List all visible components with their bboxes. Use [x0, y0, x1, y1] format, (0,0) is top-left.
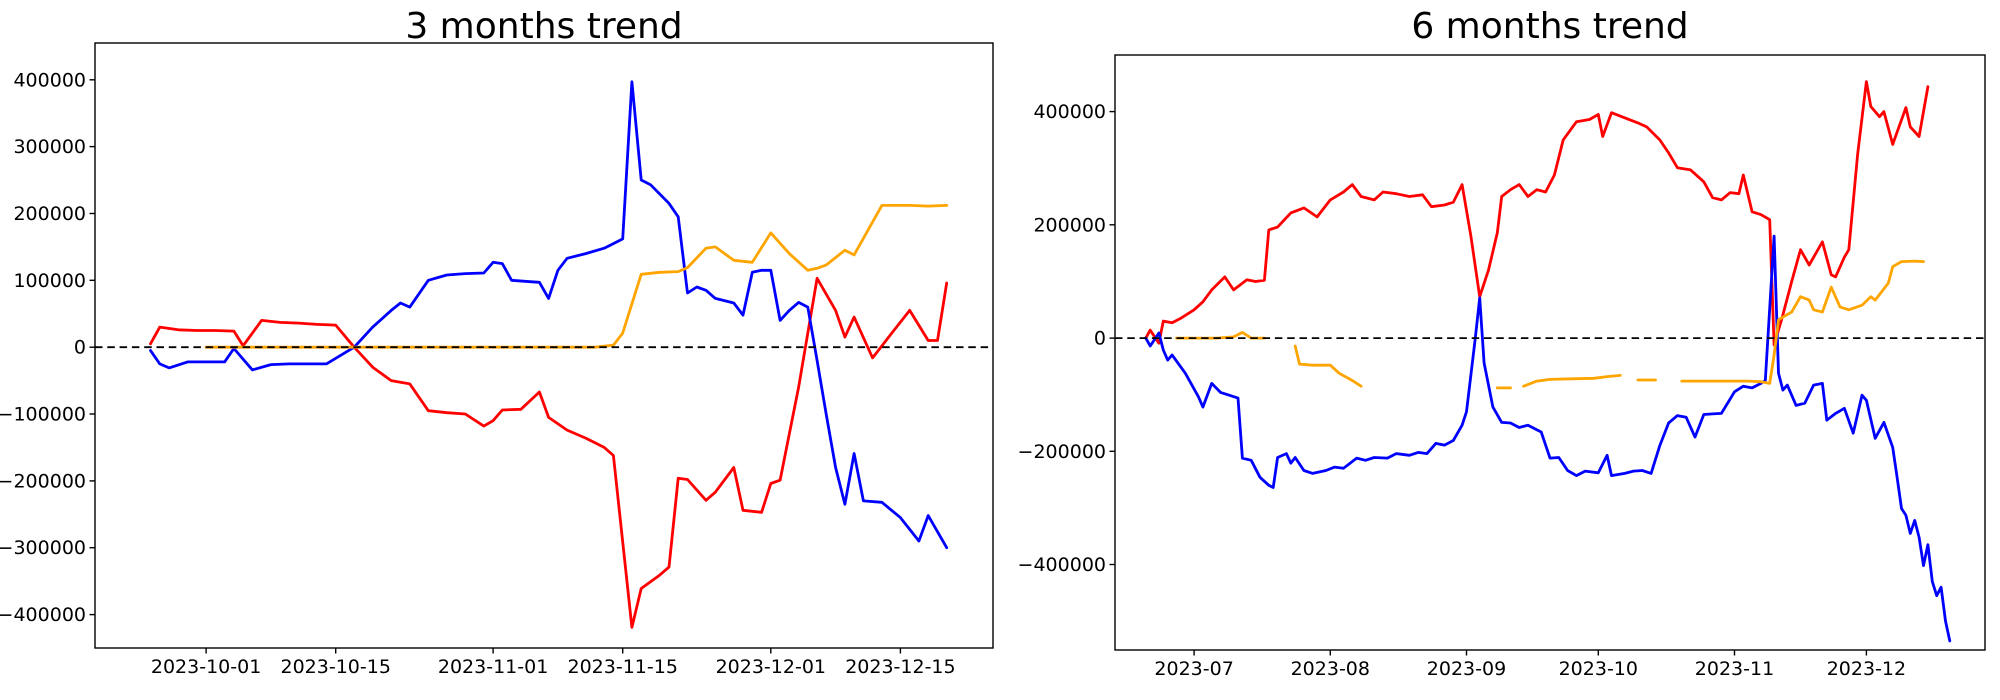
axes-box	[1114, 54, 1986, 651]
y-tick-label: −200000	[0, 470, 86, 492]
y-tick-label: 300000	[13, 136, 86, 158]
y-tick-label: −100000	[0, 404, 86, 426]
y-axis: 400000 300000 200000 100000 0 −100000 −200000 −…	[0, 69, 95, 626]
y-tick-label: −200000	[1018, 441, 1106, 463]
series-red	[1144, 80, 1930, 347]
x-axis: 2023-10-01 2023-10-15 2023-11-01 2023-11-15…	[151, 648, 956, 678]
chart-title-6-months: 6 months trend	[1411, 6, 1688, 47]
x-tick-label: 2023-10	[1559, 658, 1638, 680]
y-tick-label: −300000	[0, 537, 86, 559]
x-tick-label: 2023-10-01	[151, 656, 261, 678]
y-tick-label: 100000	[13, 270, 86, 292]
y-axis: 400000 200000 0 −200000 −400000	[1018, 101, 1115, 576]
y-tick-label: −400000	[1018, 554, 1106, 576]
y-tick-label: 400000	[13, 69, 86, 91]
chart-3-months-trend: 2023-10-01 2023-10-15 2023-11-01 2023-11-15…	[0, 42, 994, 678]
y-tick-label: 200000	[1033, 214, 1106, 236]
y-tick-label: 0	[1094, 328, 1106, 350]
series-blue	[149, 80, 949, 550]
x-tick-label: 2023-10-15	[280, 656, 390, 678]
series-blue	[1144, 234, 1952, 643]
x-tick-label: 2023-11	[1695, 658, 1774, 680]
series-red	[149, 276, 949, 629]
x-tick-label: 2023-12	[1827, 658, 1906, 680]
y-tick-label: 400000	[1033, 101, 1106, 123]
y-tick-label: 200000	[13, 203, 86, 225]
chart-6-months-trend: 2023-07 2023-08 2023-09 2023-10 2023-11 2023-…	[1018, 54, 1986, 680]
axes-box	[94, 42, 994, 649]
x-tick-label: 2023-11-15	[567, 656, 677, 678]
x-axis: 2023-07 2023-08 2023-09 2023-10 2023-11 2023-…	[1154, 650, 1906, 680]
x-tick-label: 2023-08	[1291, 658, 1370, 680]
x-tick-label: 2023-07	[1154, 658, 1233, 680]
series-orange	[1175, 259, 1925, 390]
x-tick-label: 2023-09	[1427, 658, 1506, 680]
y-tick-label: 0	[74, 337, 86, 359]
x-tick-label: 2023-11-01	[438, 656, 548, 678]
x-tick-label: 2023-12-15	[845, 656, 955, 678]
chart-title-3-months: 3 months trend	[405, 6, 682, 47]
series-orange	[204, 204, 949, 349]
y-tick-label: −400000	[0, 604, 86, 626]
x-tick-label: 2023-12-01	[716, 656, 826, 678]
